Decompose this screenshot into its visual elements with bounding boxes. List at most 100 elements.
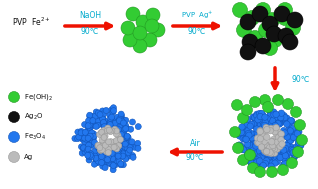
Circle shape (126, 153, 132, 159)
Circle shape (293, 146, 303, 157)
Circle shape (84, 148, 90, 154)
Circle shape (291, 106, 301, 118)
Circle shape (277, 120, 283, 126)
Circle shape (103, 108, 109, 113)
Circle shape (288, 146, 294, 153)
Circle shape (266, 151, 273, 158)
Circle shape (271, 112, 277, 118)
Circle shape (240, 147, 247, 153)
Circle shape (94, 153, 100, 158)
Circle shape (297, 140, 304, 147)
Circle shape (282, 114, 288, 121)
Circle shape (104, 150, 110, 156)
Circle shape (89, 113, 95, 119)
Circle shape (278, 28, 294, 44)
Circle shape (83, 133, 89, 139)
Circle shape (251, 151, 257, 157)
Circle shape (82, 122, 87, 128)
Circle shape (111, 125, 117, 131)
Circle shape (279, 147, 286, 153)
Circle shape (244, 141, 251, 148)
Circle shape (298, 141, 304, 148)
Circle shape (113, 138, 119, 144)
Circle shape (280, 155, 287, 161)
Circle shape (76, 134, 82, 140)
Circle shape (120, 153, 126, 160)
Circle shape (121, 141, 127, 147)
Circle shape (255, 38, 271, 54)
Circle shape (248, 150, 254, 156)
Circle shape (122, 144, 128, 150)
Circle shape (81, 149, 87, 155)
Circle shape (254, 139, 261, 146)
Circle shape (100, 161, 106, 167)
Circle shape (97, 146, 103, 152)
Circle shape (106, 146, 112, 153)
Circle shape (107, 119, 113, 125)
Circle shape (100, 163, 106, 169)
Circle shape (135, 124, 141, 130)
Circle shape (274, 154, 281, 161)
Circle shape (259, 22, 273, 37)
Circle shape (262, 119, 268, 125)
Circle shape (240, 44, 256, 60)
Circle shape (256, 140, 262, 146)
Circle shape (288, 118, 295, 124)
Circle shape (232, 99, 243, 111)
Circle shape (129, 139, 135, 145)
Circle shape (265, 12, 280, 28)
Circle shape (284, 134, 290, 140)
Circle shape (265, 149, 272, 156)
Circle shape (125, 134, 130, 140)
Circle shape (260, 122, 266, 129)
Circle shape (288, 132, 294, 138)
Circle shape (100, 156, 106, 163)
Circle shape (244, 122, 250, 128)
Circle shape (111, 108, 117, 114)
Circle shape (259, 94, 271, 105)
Circle shape (116, 159, 122, 164)
Circle shape (245, 11, 259, 26)
Circle shape (88, 154, 94, 160)
Text: PVP  Ag$^{+}$: PVP Ag$^{+}$ (181, 9, 213, 21)
Circle shape (118, 131, 124, 137)
Circle shape (79, 144, 85, 150)
Circle shape (257, 136, 264, 142)
Circle shape (245, 116, 251, 123)
Circle shape (254, 167, 266, 177)
Circle shape (258, 144, 265, 150)
Circle shape (97, 112, 103, 118)
Circle shape (261, 139, 267, 145)
Circle shape (244, 130, 250, 136)
Circle shape (117, 123, 123, 129)
Circle shape (298, 142, 304, 149)
Circle shape (114, 114, 120, 120)
Circle shape (275, 134, 282, 141)
Circle shape (117, 136, 123, 143)
Circle shape (245, 149, 255, 160)
Circle shape (285, 132, 291, 138)
Circle shape (78, 130, 84, 136)
Circle shape (121, 150, 128, 156)
Circle shape (112, 121, 118, 127)
Circle shape (296, 129, 302, 135)
Circle shape (242, 34, 258, 50)
Circle shape (120, 162, 126, 168)
Circle shape (115, 149, 121, 155)
Circle shape (269, 142, 276, 148)
Circle shape (88, 141, 94, 147)
Circle shape (276, 121, 282, 127)
Circle shape (114, 143, 120, 149)
Circle shape (87, 152, 93, 158)
Circle shape (287, 149, 294, 156)
Circle shape (287, 157, 298, 169)
Circle shape (264, 126, 270, 133)
Circle shape (242, 129, 249, 136)
Circle shape (254, 148, 261, 154)
Circle shape (265, 154, 271, 160)
Circle shape (249, 150, 255, 156)
Circle shape (109, 122, 115, 128)
Circle shape (249, 141, 255, 148)
Circle shape (273, 94, 284, 105)
Circle shape (238, 142, 244, 149)
